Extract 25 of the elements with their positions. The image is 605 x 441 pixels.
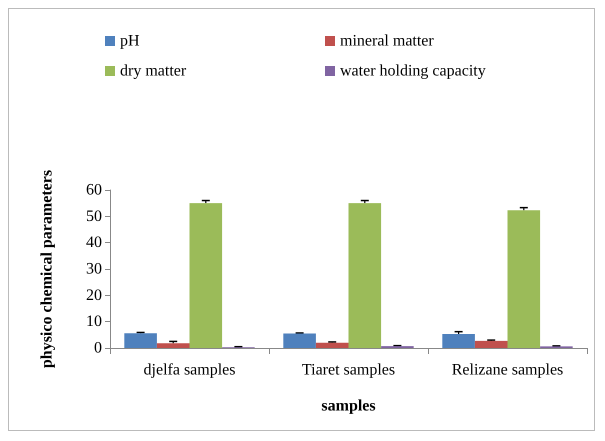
x-tick-label: Tiaret samples (302, 362, 396, 378)
legend-label: dry matter (120, 62, 187, 80)
x-tick-label: djelfa samples (144, 362, 236, 378)
y-tick-label: 40 (86, 234, 102, 252)
x-axis-title: samples (321, 398, 376, 414)
y-tick-label: 30 (86, 260, 102, 278)
y-tick-label: 0 (94, 340, 102, 356)
bar (156, 343, 190, 348)
bar (442, 334, 475, 348)
legend-label: mineral matter (340, 32, 434, 50)
bar (124, 333, 157, 348)
bar (283, 334, 316, 348)
y-axis-title: physico chemical parameters (38, 170, 56, 368)
bar (348, 203, 382, 348)
y-tick-label: 20 (86, 286, 102, 304)
bar (508, 210, 540, 348)
legend-label: water holding capacity (340, 62, 486, 80)
bar (190, 203, 222, 348)
y-tick-label: 10 (86, 313, 102, 330)
x-tick-label: Relizane samples (452, 362, 564, 378)
bar (474, 340, 508, 348)
bar (316, 342, 348, 348)
y-tick-label: 60 (86, 182, 102, 198)
legend-label: pH (120, 32, 140, 50)
y-tick-label: 50 (86, 208, 102, 225)
